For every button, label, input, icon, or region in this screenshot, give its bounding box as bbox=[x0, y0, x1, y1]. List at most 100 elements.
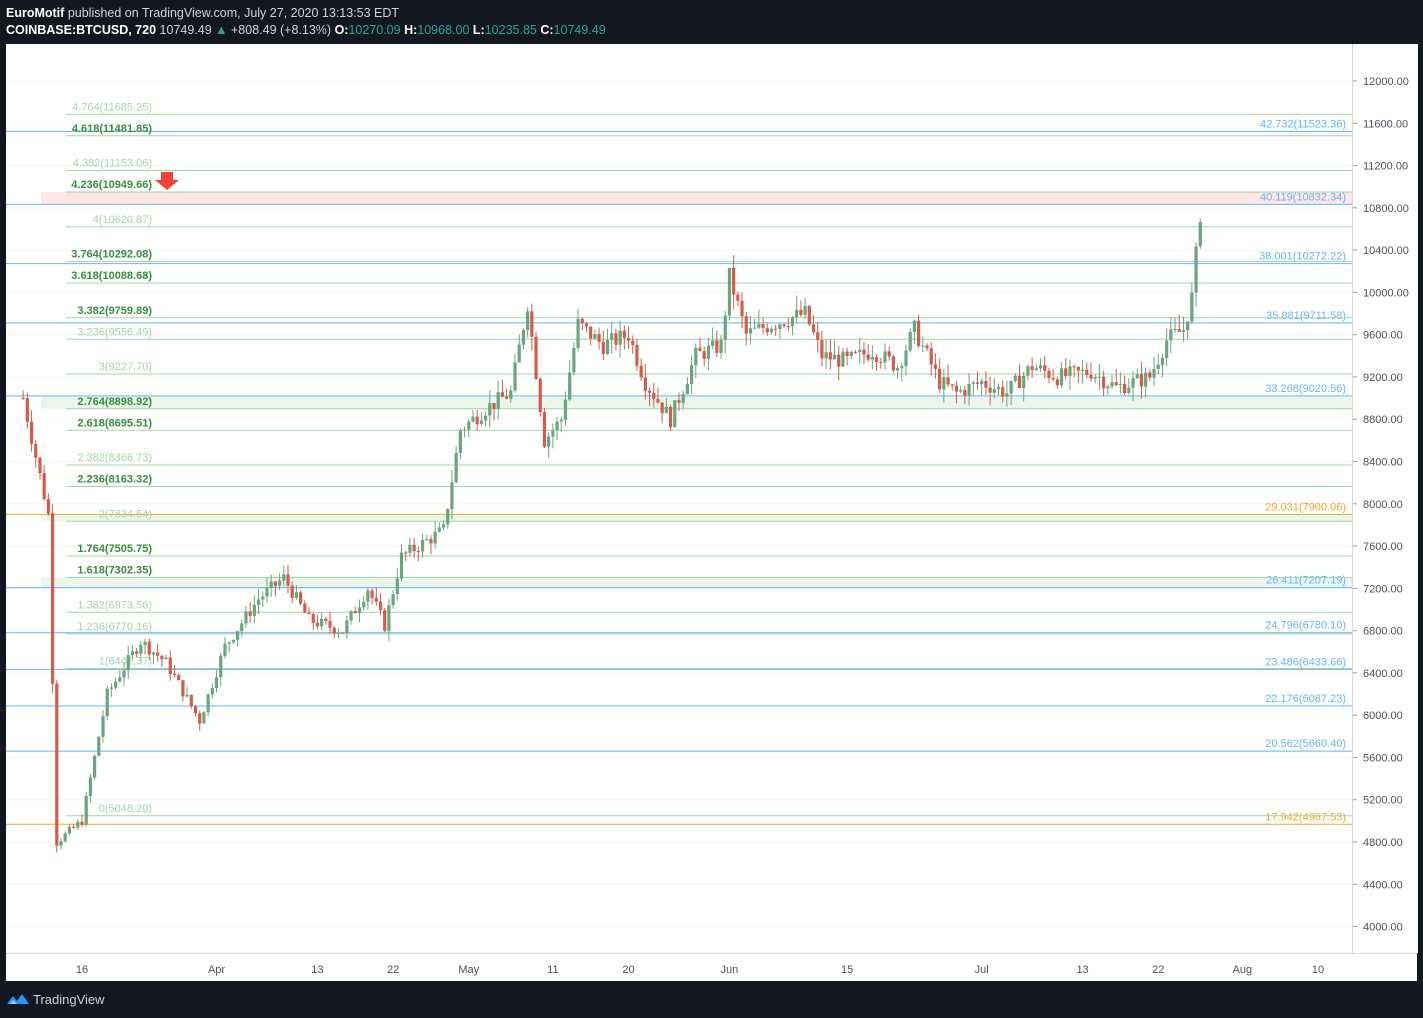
candle bbox=[315, 622, 320, 627]
candle bbox=[580, 318, 584, 324]
candle bbox=[992, 389, 996, 393]
candle bbox=[866, 354, 870, 360]
candle bbox=[202, 712, 206, 724]
price-tick-label: 7200.00 bbox=[1363, 583, 1403, 595]
candle bbox=[732, 267, 736, 295]
price-chart[interactable]: 42.732(11523.36) 40.119(10832.34) 38.001(1… bbox=[6, 44, 1352, 953]
candle bbox=[938, 368, 942, 390]
candle bbox=[513, 362, 517, 391]
tradingview-logo-icon[interactable] bbox=[6, 991, 30, 1007]
candle bbox=[471, 416, 475, 422]
candle bbox=[1135, 374, 1139, 379]
low-value: 10235.85 bbox=[484, 23, 537, 37]
fib-extension-label: 3.382(9759.89) bbox=[77, 305, 152, 317]
candle bbox=[1165, 340, 1169, 358]
candle bbox=[673, 400, 677, 428]
fib-extension-label: 3.618(10088.68) bbox=[71, 270, 152, 282]
time-tick-label: 13 bbox=[1076, 964, 1088, 976]
candle bbox=[122, 670, 126, 678]
candle bbox=[572, 347, 576, 373]
candle bbox=[454, 453, 458, 483]
up-triangle-icon: ▲ bbox=[215, 23, 228, 37]
chart-pane[interactable]: 42.732(11523.36) 40.119(10832.34) 38.001(1… bbox=[6, 44, 1352, 953]
author-name[interactable]: EuroMotif bbox=[6, 6, 65, 20]
candle bbox=[1026, 366, 1030, 376]
candle bbox=[874, 357, 879, 363]
candle bbox=[181, 680, 185, 697]
candle bbox=[307, 612, 311, 615]
fib-level-label: 26.411(7207.19) bbox=[1266, 575, 1346, 587]
fib-level-label: 33.268(9020.56) bbox=[1265, 383, 1346, 395]
candle bbox=[1089, 374, 1093, 379]
candle bbox=[1110, 382, 1114, 387]
price-tick-label: 4400.00 bbox=[1363, 879, 1403, 891]
candle bbox=[383, 610, 387, 631]
candle bbox=[374, 597, 378, 602]
candle bbox=[290, 585, 294, 598]
candle bbox=[563, 399, 568, 420]
price-tick-label: 6800.00 bbox=[1363, 626, 1403, 638]
footer-bar: TradingView bbox=[0, 982, 1423, 1018]
candle bbox=[824, 352, 828, 359]
fib-level-label: 17.942(4967.53) bbox=[1265, 811, 1346, 823]
candle bbox=[420, 539, 425, 552]
time-tick-label: 22 bbox=[1152, 964, 1164, 976]
price-tick-label: 4000.00 bbox=[1363, 922, 1403, 934]
candle bbox=[25, 398, 29, 422]
candle bbox=[46, 499, 50, 514]
candle bbox=[984, 381, 988, 388]
candle bbox=[55, 683, 59, 846]
candle bbox=[1055, 379, 1059, 386]
candle bbox=[668, 406, 673, 428]
candle bbox=[853, 351, 858, 353]
candle bbox=[139, 644, 143, 654]
candle bbox=[345, 620, 349, 633]
candle bbox=[1097, 376, 1101, 378]
candle bbox=[1038, 365, 1043, 369]
price-tick-label: 8400.00 bbox=[1363, 457, 1403, 469]
footer-brand[interactable]: TradingView bbox=[33, 992, 105, 1007]
candle bbox=[244, 611, 248, 624]
candle bbox=[1093, 376, 1097, 379]
candle bbox=[429, 539, 433, 544]
candle bbox=[80, 821, 84, 825]
candle bbox=[610, 333, 614, 340]
candle bbox=[1152, 369, 1156, 378]
candle bbox=[101, 716, 105, 737]
candle bbox=[879, 362, 883, 364]
candle bbox=[256, 599, 261, 605]
candle bbox=[177, 674, 181, 681]
candle bbox=[458, 430, 462, 454]
price-tick-label: 11600.00 bbox=[1363, 118, 1408, 130]
candle bbox=[97, 736, 101, 756]
candle bbox=[559, 419, 563, 422]
candle bbox=[908, 331, 912, 351]
candle bbox=[748, 328, 753, 334]
candle bbox=[1005, 393, 1009, 397]
time-axis[interactable]: 16 Apr 13 22 May 11 20 Jun 15 Jul 13 22 Aug 10 bbox=[6, 953, 1417, 981]
candle bbox=[1034, 368, 1038, 371]
fib-extension-label: 1.618(7302.35) bbox=[77, 565, 152, 577]
fib-level-label: 40.119(10832.34) bbox=[1260, 191, 1346, 203]
fib-extension-label: 2.618(8695.51) bbox=[77, 417, 152, 429]
fib-extension-label: 1.236(6770.16) bbox=[77, 621, 152, 633]
price-tick-label: 10800.00 bbox=[1363, 203, 1409, 215]
candle bbox=[63, 833, 67, 842]
time-tick-label: 15 bbox=[841, 964, 853, 976]
candle bbox=[1186, 321, 1190, 331]
candle bbox=[635, 344, 639, 366]
candle bbox=[1101, 376, 1106, 389]
candle bbox=[711, 340, 715, 346]
symbol-label[interactable]: COINBASE:BTCUSD, 720 bbox=[6, 23, 157, 37]
time-tick-label: 20 bbox=[622, 964, 634, 976]
fib-extension-label: 4.236(10949.66) bbox=[71, 179, 152, 191]
candle bbox=[521, 330, 526, 345]
candle bbox=[370, 590, 374, 598]
price-axis[interactable]: 4000.00 4400.00 4800.00 5200.00 5600.00 6000.… bbox=[1352, 44, 1418, 953]
candle bbox=[538, 378, 542, 413]
candle bbox=[1085, 369, 1089, 375]
candle bbox=[1051, 378, 1055, 380]
candle bbox=[311, 614, 315, 623]
candle bbox=[643, 377, 647, 391]
close-label: C: bbox=[540, 23, 554, 37]
